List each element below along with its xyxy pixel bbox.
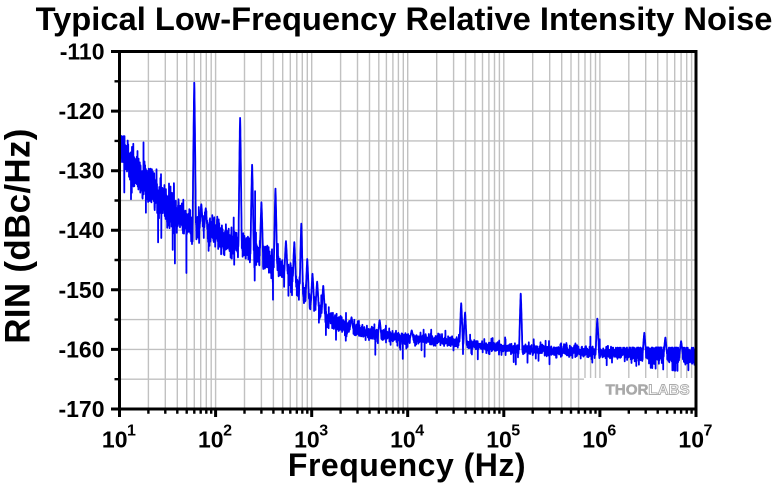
svg-text:-150: -150: [58, 277, 104, 303]
svg-text:5: 5: [511, 422, 520, 439]
svg-text:Frequency (Hz): Frequency (Hz): [288, 447, 526, 483]
svg-text:2: 2: [223, 422, 232, 439]
svg-text:10: 10: [678, 426, 704, 452]
svg-text:3: 3: [319, 422, 328, 439]
svg-text:7: 7: [704, 422, 713, 439]
svg-text:10: 10: [102, 426, 128, 452]
svg-text:10: 10: [486, 426, 512, 452]
svg-text:RIN (dBc/Hz): RIN (dBc/Hz): [0, 128, 38, 344]
svg-text:10: 10: [198, 426, 224, 452]
svg-text:6: 6: [607, 422, 616, 439]
svg-text:THOR: THOR: [606, 382, 649, 399]
svg-text:-170: -170: [58, 396, 104, 422]
svg-text:LABS: LABS: [648, 382, 689, 399]
svg-text:1: 1: [127, 422, 136, 439]
svg-text:10: 10: [582, 426, 608, 452]
svg-text:Typical Low-Frequency Relative: Typical Low-Frequency Relative Intensity…: [36, 0, 773, 37]
svg-text:-160: -160: [58, 336, 104, 362]
svg-text:-140: -140: [58, 217, 104, 243]
svg-text:4: 4: [415, 422, 424, 439]
svg-text:10: 10: [294, 426, 320, 452]
svg-text:10: 10: [390, 426, 416, 452]
svg-text:-130: -130: [58, 158, 104, 184]
svg-text:-120: -120: [58, 98, 104, 124]
svg-text:-110: -110: [60, 39, 105, 65]
